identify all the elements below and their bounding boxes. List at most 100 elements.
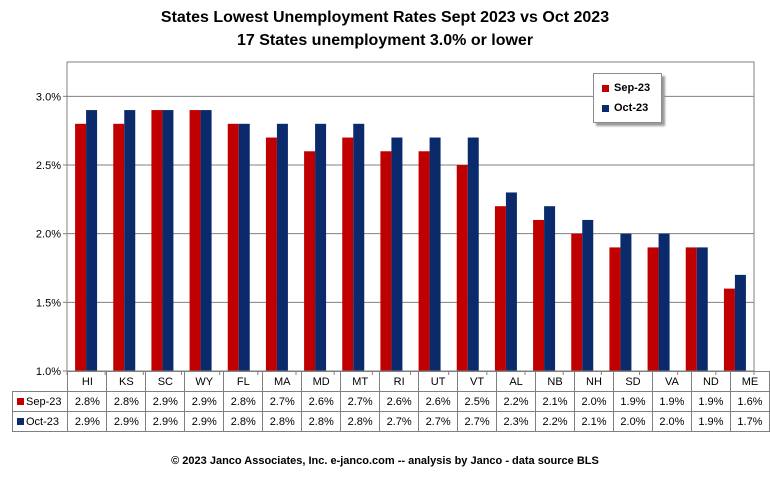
category-label: ND (690, 371, 731, 392)
bar-oct-23-nd (696, 247, 708, 371)
bar-sep-23-ks (113, 123, 125, 371)
table-cell: 2.7% (262, 391, 303, 412)
category-label: UT (418, 371, 459, 392)
bar-oct-23-mt (353, 123, 365, 371)
series-key (17, 398, 24, 406)
bar-oct-23-fl (238, 123, 250, 371)
y-tick-label: 3.0% (36, 91, 61, 103)
category-label: RI (379, 371, 420, 392)
table-cell: 2.8% (262, 411, 303, 432)
bar-sep-23-va (647, 247, 659, 371)
bar-oct-23-ma (276, 123, 288, 371)
table-corner (13, 372, 68, 392)
bar-sep-23-hi (75, 123, 87, 371)
table-cell: 2.9% (184, 391, 225, 412)
bar-sep-23-vt (456, 165, 468, 371)
bar-sep-23-fl (227, 123, 239, 371)
category-label: SD (612, 371, 653, 392)
table-cell: 2.6% (418, 391, 459, 412)
legend-label-sep: Sep-23 (614, 82, 651, 94)
bar-oct-23-ut (429, 137, 441, 371)
category-label: FL (223, 371, 264, 392)
table-cell: 1.9% (612, 391, 653, 412)
table-row-sep-23: Sep-23 2.8% 2.8% 2.9% 2.9% 2.8% 2.7% 2.6% 2.7% 2.… (11, 391, 770, 412)
table-cell: 2.8% (223, 391, 264, 412)
y-tick-label: 1.5% (36, 297, 61, 309)
bar-sep-23-ma (265, 137, 277, 371)
table-cell: 2.7% (418, 411, 459, 432)
table-cell: 2.8% (301, 411, 342, 432)
data-table: HI KS SC WY FL MA MD MT RI UT VT AL NB NH SD VA ND ME Sep-… (11, 371, 770, 432)
table-cell: 2.5% (457, 391, 498, 412)
legend-key-oct (602, 104, 609, 112)
category-label: MD (301, 371, 342, 392)
y-tick-label: 2.0% (36, 229, 61, 241)
bar-oct-23-va (658, 233, 670, 371)
table-cell: 2.9% (106, 411, 147, 432)
bar-oct-23-ks (124, 110, 136, 372)
bar-sep-23-sc (151, 110, 163, 372)
table-cell: 2.0% (651, 411, 692, 432)
bar-oct-23-ri (391, 137, 403, 371)
table-cell: 2.0% (612, 411, 653, 432)
table-cell: 1.7% (729, 411, 770, 432)
category-label: VT (457, 371, 498, 392)
bar-oct-23-sd (620, 233, 632, 371)
bar-sep-23-me (723, 288, 735, 371)
table-cell: 2.3% (496, 411, 537, 432)
category-label: AL (496, 371, 537, 392)
table-cell: 2.9% (184, 411, 225, 432)
table-header-row: HI KS SC WY FL MA MD MT RI UT VT AL NB NH SD VA ND ME (13, 371, 770, 392)
table-cell: 1.6% (729, 391, 770, 412)
series-key (17, 418, 24, 426)
table-cell: 1.9% (690, 411, 731, 432)
bar-oct-23-nh (582, 219, 594, 371)
category-label: ME (729, 371, 770, 392)
legend: Sep-23 Oct-23 (593, 73, 662, 123)
footer-credit: © 2023 Janco Associates, Inc. e-janco.co… (171, 455, 599, 467)
table-cell: 2.6% (379, 391, 420, 412)
legend-entry-sep: Sep-23 (602, 82, 650, 94)
category-label: WY (184, 371, 225, 392)
bar-sep-23-ut (418, 151, 430, 371)
category-label: NH (574, 371, 614, 392)
table-cell: 2.8% (106, 391, 147, 412)
table-series-label: Oct-23 (11, 411, 69, 432)
bar-sep-23-wy (189, 110, 201, 372)
table-cell: 2.6% (301, 391, 342, 412)
bar-oct-23-hi (86, 110, 98, 372)
table-cell: 2.9% (145, 391, 186, 412)
bar-oct-23-sc (162, 110, 174, 372)
table-cell: 2.7% (379, 411, 420, 432)
bar-oct-23-nb (544, 206, 556, 371)
y-tick-label: 2.5% (36, 160, 61, 172)
category-label: KS (106, 371, 147, 392)
bar-oct-23-me (734, 274, 746, 371)
table-cell: 2.7% (340, 391, 381, 412)
table-cell: 2.9% (145, 411, 186, 432)
chart-subtitle: 17 States unemployment 3.0% or lower (236, 32, 534, 49)
table-cell: 2.1% (574, 411, 614, 432)
table-row-oct-23: Oct-23 2.9% 2.9% 2.9% 2.9% 2.8% 2.8% 2.8% 2.8% 2.… (11, 411, 770, 432)
bar-sep-23-sd (609, 247, 621, 371)
chart-title: States Lowest Unemployment Rates Sept 20… (0, 6, 770, 52)
bar-sep-23-ri (380, 151, 392, 371)
table-series-label: Sep-23 (11, 391, 69, 412)
chart-title-line1: States Lowest Unemployment Rates Sept 20… (160, 9, 610, 26)
table-cell: 2.8% (67, 391, 108, 412)
table-cell: 2.2% (535, 411, 575, 432)
bar-sep-23-nd (685, 247, 697, 371)
bar-oct-23-wy (200, 110, 212, 372)
y-tick-label: 1.0% (36, 366, 61, 378)
category-label: MA (262, 371, 303, 392)
legend-entry-oct: Oct-23 (602, 102, 648, 114)
bar-oct-23-vt (467, 137, 479, 371)
table-cell: 2.9% (67, 411, 108, 432)
bar-sep-23-md (304, 151, 316, 371)
category-label: VA (651, 371, 692, 392)
table-cell: 2.0% (574, 391, 614, 412)
bar-sep-23-al (494, 206, 506, 371)
category-label: MT (340, 371, 381, 392)
table-cell: 1.9% (651, 391, 692, 412)
legend-key-sep (602, 84, 609, 92)
